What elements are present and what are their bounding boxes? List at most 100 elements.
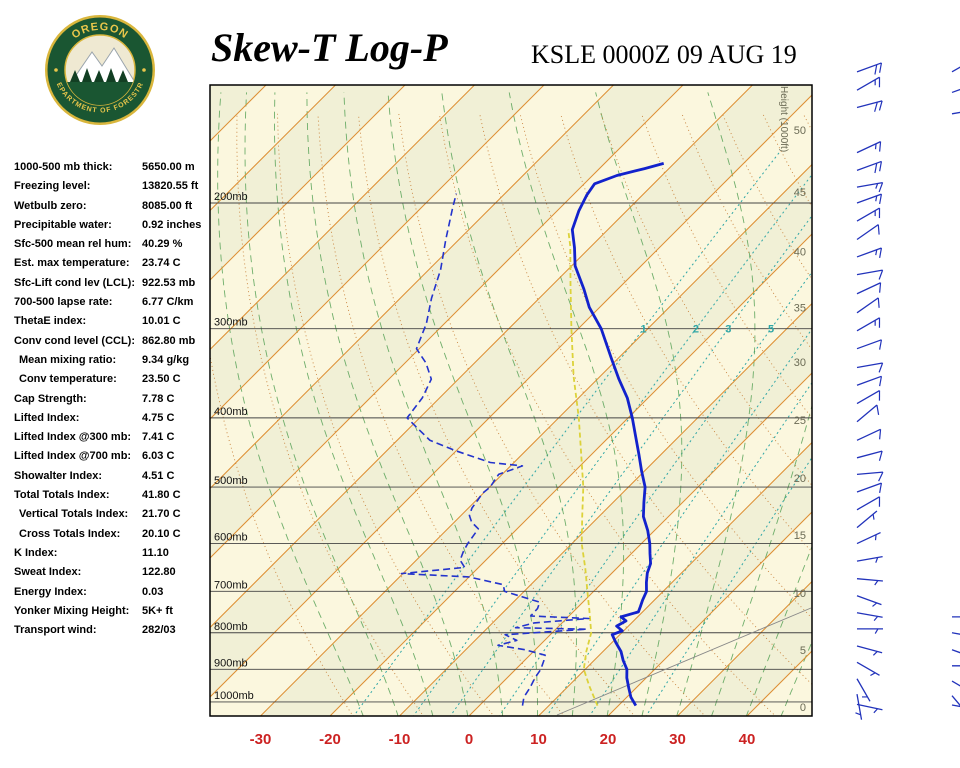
wind-barb [856, 510, 878, 529]
height-tick-label: 40 [794, 247, 806, 259]
mixing-ratio-label-group: 1 2 3 5 [640, 324, 774, 336]
stat-label: Precipitable water: [14, 218, 112, 231]
temp-axis-label: 40 [739, 731, 756, 748]
stat-label: 700-500 lapse rate: [14, 296, 113, 309]
stat-row: Lifted Index: 4.75 C [14, 412, 214, 431]
height-tick-label: 0 [800, 702, 806, 714]
page-title: Skew-T Log-P [211, 25, 448, 70]
height-tick-label: 30 [794, 357, 806, 369]
stat-label: Lifted Index @700 mb: [14, 450, 132, 463]
wind-barb [856, 76, 881, 91]
stat-row: Vertical Totals Index: 21.70 C [14, 508, 214, 527]
stat-row: 700-500 lapse rate: 6.77 C/km [14, 296, 214, 315]
stat-row: Lifted Index @700 mb: 6.03 C [14, 450, 214, 469]
pressure-label: 800mb [214, 621, 248, 633]
wind-barb [856, 181, 884, 193]
wind-barb [951, 66, 960, 73]
wind-barb [856, 247, 883, 258]
stat-label: K Index: [14, 546, 58, 559]
stat-row: Conv cond level (CCL): 862.80 mb [14, 335, 214, 354]
stat-row: Sweat Index: 122.80 [14, 566, 214, 585]
stat-label: Transport wind: [14, 624, 97, 637]
wind-barb [856, 645, 883, 656]
wind-barb [951, 704, 960, 708]
height-tick-label: 35 [794, 302, 806, 314]
wind-barb [951, 632, 960, 635]
wind-barb [856, 100, 883, 112]
temp-axis-label: 20 [600, 731, 617, 748]
height-tick-label: 15 [794, 530, 806, 542]
wind-barb [856, 531, 881, 545]
stat-value: 8085.00 ft [142, 199, 193, 212]
mixing-ratio-label: 2 [693, 324, 699, 336]
stat-value: 23.74 C [142, 257, 181, 270]
stat-row: Cap Strength: 7.78 C [14, 393, 214, 412]
stat-label: Conv cond level (CCL): [14, 334, 136, 347]
mixing-ratio-label: 5 [768, 324, 774, 336]
wind-barb [856, 612, 883, 621]
odf-logo: OREGON DEPARTMENT OF FORESTRY [42, 12, 155, 125]
wind-barb [856, 703, 883, 714]
temp-axis-label: -30 [250, 731, 272, 748]
stat-label: 1000-500 mb thick: [14, 161, 113, 173]
wind-barb [952, 616, 960, 618]
stat-label: Lifted Index @300 mb: [14, 431, 132, 444]
stat-value: 122.80 [142, 566, 176, 579]
stat-label: Conv temperature: [19, 373, 117, 386]
wind-barb [856, 678, 871, 702]
wind-barb [856, 661, 880, 677]
stat-row: ThetaE index: 10.01 C [14, 315, 214, 334]
stat-label: Sfc-500 mean rel hum: [14, 238, 132, 251]
wind-barb [856, 578, 883, 586]
wind-barb [856, 428, 882, 441]
wind-barb-column [855, 62, 884, 720]
chart-frame [209, 84, 813, 717]
wind-barb [856, 362, 884, 373]
station-datetime: KSLE 0000Z 09 AUG 19 [531, 40, 797, 69]
temp-axis: -30 -20 -10 0 10 20 30 40 [250, 731, 756, 748]
wind-barb [856, 193, 883, 205]
pressure-label: 300mb [214, 317, 248, 329]
stat-row: Conv temperature: 23.50 C [14, 373, 214, 392]
temp-axis-label: -20 [319, 731, 341, 748]
stat-value: 41.80 C [142, 489, 181, 502]
wind-barb [856, 141, 882, 154]
wind-barb [952, 665, 960, 667]
height-tick-label: 25 [794, 415, 806, 427]
wind-barb [856, 595, 882, 607]
stat-row: Showalter Index: 4.51 C [14, 470, 214, 489]
isotherms [210, 85, 812, 716]
wind-barb [856, 282, 882, 295]
wind-barb [951, 680, 960, 687]
stat-row: Mean mixing ratio: 9.34 g/kg [14, 354, 214, 373]
wind-barb [856, 450, 883, 461]
wind-barb [856, 224, 880, 241]
mixing-ratio-label: 3 [725, 324, 731, 336]
height-tick-label: 20 [794, 473, 806, 485]
stat-value: 7.78 C [142, 392, 175, 405]
logo-scene [65, 47, 135, 105]
wind-barb [856, 269, 884, 280]
wind-barb [856, 62, 883, 75]
wind-barb [856, 375, 883, 387]
stat-label: ThetaE index: [14, 315, 87, 328]
logo-dot-right [142, 68, 146, 72]
wind-barb [856, 160, 883, 174]
stat-value: 6.77 C/km [142, 296, 194, 309]
stat-row: Lifted Index @300 mb: 7.41 C [14, 431, 214, 450]
temp-axis-label: 10 [530, 731, 547, 748]
stat-label: Lifted Index: [14, 411, 80, 424]
stat-value: 10.01 C [142, 315, 181, 328]
height-axis-title: Height (1000ft) [778, 86, 789, 152]
stat-value: 13820.55 ft [142, 180, 199, 193]
temperature-line [570, 162, 665, 707]
stat-row: Sfc-500 mean rel hum: 40.29 % [14, 238, 214, 257]
stat-label: Total Totals Index: [14, 489, 110, 502]
stat-row: Cross Totals Index: 20.10 C [14, 528, 214, 547]
stat-row: Total Totals Index: 41.80 C [14, 489, 214, 508]
stat-value: 282/03 [142, 624, 176, 637]
stat-label: Yonker Mixing Height: [14, 604, 130, 617]
stat-row: Transport wind: 282/03 [14, 624, 214, 643]
stat-label: Mean mixing ratio: [19, 353, 117, 366]
